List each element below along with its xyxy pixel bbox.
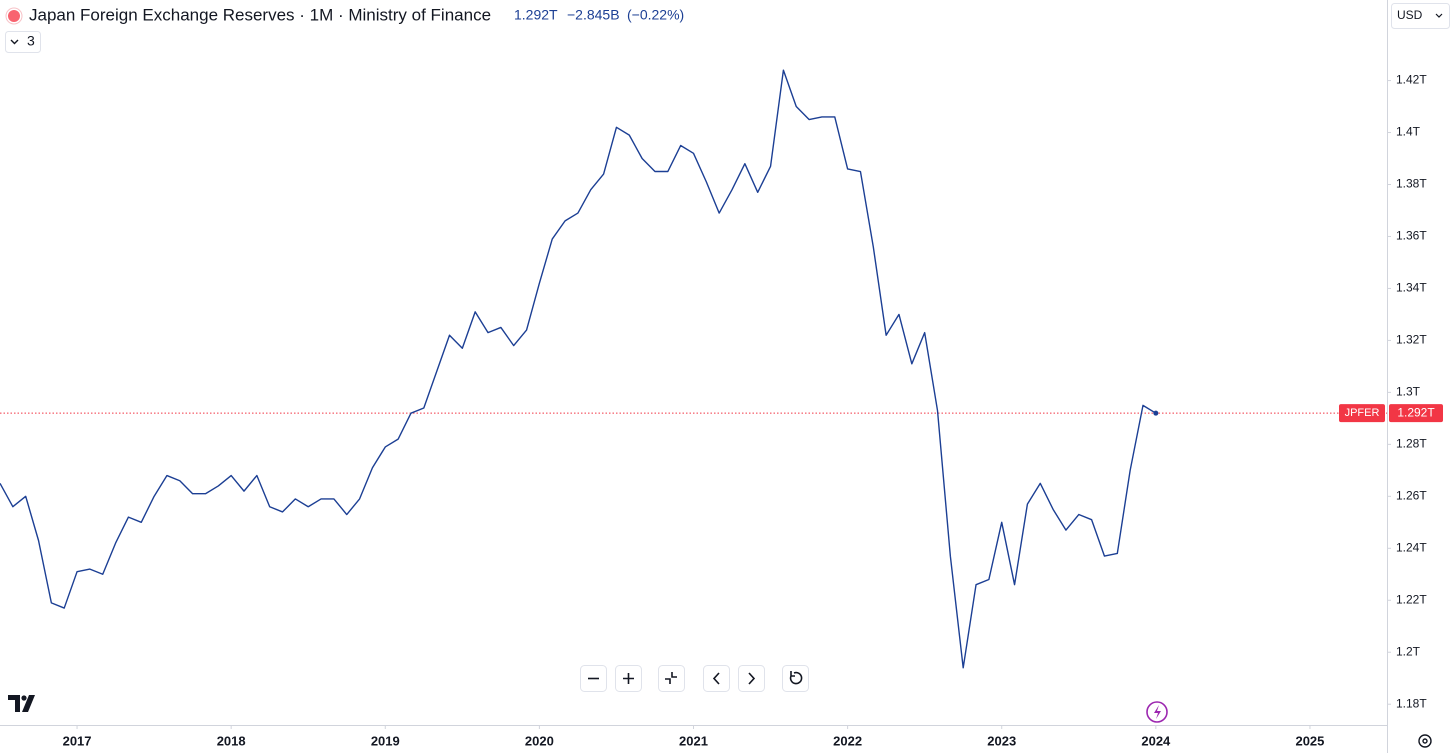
logo-part [8, 695, 20, 712]
x-tick-label: 2019 [371, 733, 400, 748]
left-icon [712, 672, 720, 685]
status-ring [5, 7, 23, 25]
y-tick-label: 1.26T [1396, 488, 1427, 502]
zoom-in-button[interactable] [615, 665, 642, 692]
y-tick-label: 1.28T [1396, 437, 1427, 451]
chevron-icon [1435, 13, 1443, 18]
x-tick-label: 2024 [1141, 733, 1171, 748]
change: −2.845B [567, 7, 620, 23]
indicators-count: 3 [27, 33, 35, 49]
indicators-box[interactable] [5, 31, 41, 53]
change-percent: (−0.22%) [627, 7, 684, 23]
y-tick-label: 1.24T [1396, 540, 1427, 554]
gear-outer[interactable] [1418, 734, 1432, 748]
x-tick-label: 2020 [525, 733, 554, 748]
x-tick-label: 2018 [217, 733, 246, 748]
right-icon [748, 672, 756, 685]
plus-icon [623, 673, 634, 684]
y-tick-label: 1.4T [1396, 125, 1421, 139]
y-tick-label: 1.34T [1396, 281, 1427, 295]
y-tick-label: 1.3T [1396, 385, 1421, 399]
chart-title: Japan Foreign Exchange Reserves · 1M · M… [29, 5, 491, 24]
reset-scale-button[interactable] [658, 665, 685, 692]
zoom-out-button[interactable] [580, 665, 607, 692]
price-tag [1389, 404, 1443, 423]
series-line [0, 69, 1157, 669]
y-tick-label: 1.18T [1396, 696, 1427, 710]
collapse-icon [665, 672, 677, 684]
status-dot [8, 10, 20, 22]
indicators-toggle[interactable]: 3 [5, 31, 41, 53]
y-tick-label: 1.32T [1396, 333, 1427, 347]
y-tick-label: 1.22T [1396, 592, 1427, 606]
events-icon[interactable] [1146, 701, 1168, 723]
plot: 1.18T 1.2T 1.22T 1.24T 1.26T 1.28T 1.3T 1.32T 1.… [0, 69, 1443, 748]
symbol-label: JPFER [1345, 407, 1380, 419]
reset-icon [789, 671, 803, 685]
gear-inner [1422, 738, 1428, 744]
reset-button[interactable] [782, 665, 809, 692]
x-tick-label: 2017 [63, 733, 92, 748]
symbol-tag [1339, 404, 1385, 423]
y-tick-label: 1.38T [1396, 177, 1427, 191]
scroll-left-button[interactable] [703, 665, 730, 692]
x-tick-label: 2025 [1295, 733, 1324, 748]
logo-part [22, 695, 35, 712]
last-price: 1.292T [514, 7, 558, 23]
button-bg[interactable] [703, 665, 730, 692]
currency-select[interactable]: USD [1391, 3, 1450, 29]
x-tick-label: 2022 [833, 733, 862, 748]
scroll-right-button[interactable] [738, 665, 765, 692]
button-bg[interactable] [738, 665, 765, 692]
last-point [1153, 410, 1159, 416]
y-tick-label: 1.2T [1396, 644, 1421, 658]
button-bg[interactable] [782, 665, 809, 692]
price-tag-label: 1.292T [1397, 405, 1435, 419]
y-tick-label: 1.42T [1396, 73, 1427, 87]
settings-icon[interactable] [1418, 734, 1432, 748]
currency-box[interactable] [1391, 3, 1450, 29]
logo-part [21, 695, 27, 701]
y-tick-label: 1.36T [1396, 229, 1427, 243]
lightning-icon [1154, 705, 1161, 719]
x-tick-label: 2021 [679, 733, 708, 748]
button-bg[interactable] [658, 665, 685, 692]
x-tick-label: 2023 [987, 733, 1016, 748]
tradingview-logo[interactable] [8, 695, 35, 712]
currency: USD [1397, 8, 1423, 22]
chevron-icon [10, 39, 19, 45]
